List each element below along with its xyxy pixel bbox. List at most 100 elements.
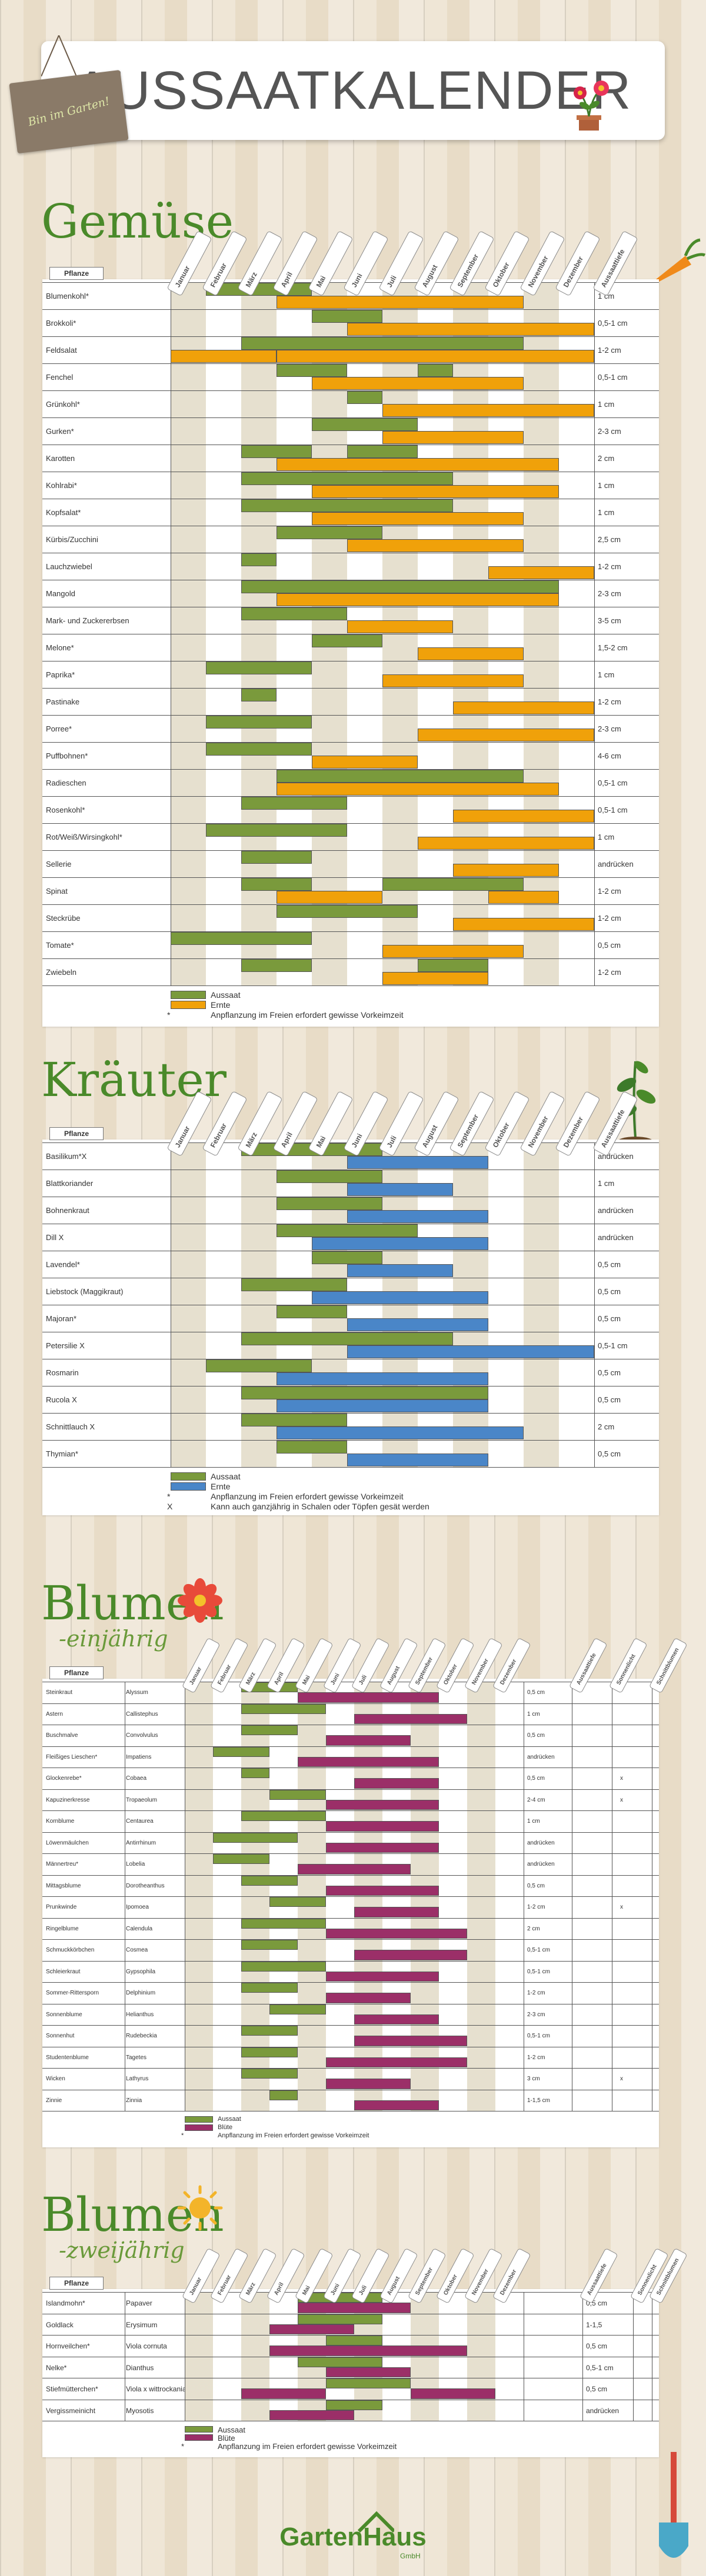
sowing-bar xyxy=(206,716,312,729)
plant-latin: Zinnia xyxy=(126,2097,142,2104)
plant-name: Basilikum*X xyxy=(46,1152,87,1161)
plant-latin: Impatiens xyxy=(126,1753,152,1760)
plant-name: Kopfsalat* xyxy=(46,508,81,517)
row-divider xyxy=(42,1960,659,1962)
sowing-depth: 1 cm xyxy=(598,1179,615,1188)
row-divider xyxy=(42,850,659,851)
harvest-bar xyxy=(453,918,594,931)
row-divider xyxy=(42,2335,659,2336)
section-subtitle-einjaehrig: -einjährig xyxy=(59,1626,168,1652)
sowing-bar xyxy=(241,1332,453,1345)
harvest-bar xyxy=(347,1454,488,1466)
bloom-bar xyxy=(326,2057,467,2067)
harvest-bar xyxy=(277,1372,488,1385)
harvest-bar xyxy=(347,620,453,633)
plant-latin: Delphinium xyxy=(126,1990,156,1996)
sowing-bar xyxy=(241,1918,326,1929)
plant-latin: Cobaea xyxy=(126,1775,147,1782)
plant-latin: Callistephus xyxy=(126,1710,158,1718)
sowing-depth: 2 cm xyxy=(598,454,615,463)
sowing-depth: 2-3 cm xyxy=(527,2011,545,2018)
sowing-bar xyxy=(277,1170,382,1183)
harvest-bar xyxy=(347,1183,453,1196)
bloom-bar xyxy=(298,1692,439,1703)
plant-latin: Rudebeckia xyxy=(126,2033,157,2039)
bloom-bar xyxy=(326,2079,411,2089)
plant-latin: Viola x wittrockania xyxy=(126,2385,185,2393)
sowing-bar xyxy=(241,2026,298,2036)
sowing-depth: andrücken xyxy=(598,1206,634,1215)
sun-mark xyxy=(620,1748,632,1768)
sowing-bar xyxy=(312,310,382,323)
sun-mark: x xyxy=(620,1904,623,1910)
legend-label: Aussaat xyxy=(211,1472,241,1481)
plant-latin: Erysimum xyxy=(126,2320,158,2329)
sowing-bar xyxy=(241,959,312,972)
row-divider xyxy=(42,823,659,824)
legend-note-mark: * xyxy=(167,1492,171,1501)
plant-name: Zwiebeln xyxy=(46,968,77,977)
legend-label: Blüte xyxy=(218,2124,233,2131)
sowing-depth: 0,5-1 cm xyxy=(598,319,628,328)
harvest-bar xyxy=(382,404,594,417)
sowing-depth: 1 cm xyxy=(598,833,615,841)
row-divider xyxy=(42,1789,659,1790)
legend-label: Ernte xyxy=(211,1000,231,1010)
row-divider xyxy=(42,715,659,716)
harvest-bar xyxy=(453,864,559,877)
flower-pot-icon xyxy=(574,81,609,131)
legend-label: Kann auch ganzjährig in Schalen oder Töp… xyxy=(211,1502,429,1511)
plant-name: Liebstock (Maggikraut) xyxy=(46,1287,124,1296)
legend-swatch xyxy=(185,2124,213,2131)
row-divider xyxy=(42,2292,659,2293)
plant-name: Sonnenblume xyxy=(46,2011,82,2018)
sowing-depth: 0,5-1 cm xyxy=(598,1341,628,1350)
legend-swatch xyxy=(185,2116,213,2123)
sowing-bar xyxy=(241,1961,326,1972)
legend-label: Anpflanzung im Freien erfordert gewisse … xyxy=(211,1492,404,1501)
row-divider xyxy=(42,931,659,932)
sowing-depth: 0,5 cm xyxy=(598,1314,621,1323)
plant-name: Schleierkraut xyxy=(46,1968,81,1975)
sowing-bar xyxy=(298,2314,382,2324)
column-divider xyxy=(594,1142,595,1467)
bloom-bar xyxy=(326,2367,411,2377)
bloom-bar xyxy=(354,1907,439,1917)
sun-mark: x xyxy=(620,1775,623,1782)
sun-mark xyxy=(620,1833,632,1854)
bloom-bar xyxy=(354,1778,439,1789)
plant-name: Mittagsblume xyxy=(46,1882,81,1889)
sowing-depth: 2 cm xyxy=(527,1925,540,1932)
sowing-bar xyxy=(171,932,312,945)
sowing-bar xyxy=(241,1983,298,1993)
plant-latin: Tropaeolum xyxy=(126,1796,157,1803)
plant-name: Majoran* xyxy=(46,1314,77,1323)
sowing-bar xyxy=(241,499,453,512)
sowing-depth: 1,5-2 cm xyxy=(598,643,628,652)
row-divider xyxy=(42,390,659,391)
sun-mark xyxy=(620,1962,632,1983)
plant-name: Rot/Weiß/Wirsingkohl* xyxy=(46,833,122,841)
plant-name: Rosenkohl* xyxy=(46,806,85,814)
harvest-bar xyxy=(453,810,594,823)
plant-name: Feldsalat xyxy=(46,346,77,355)
row-divider xyxy=(42,2025,659,2026)
sowing-bar xyxy=(241,1940,298,1950)
legend-swatch xyxy=(185,2426,213,2433)
sowing-depth: 0,5 cm xyxy=(598,1368,621,1377)
harvest-bar xyxy=(347,1318,488,1331)
bloom-bar xyxy=(411,2388,495,2399)
plant-name: Tomate* xyxy=(46,941,74,950)
bloom-bar xyxy=(354,1713,467,1724)
bloom-bar xyxy=(354,2036,467,2046)
pflanze-header: Pflanze xyxy=(49,2277,104,2290)
sowing-bar xyxy=(347,391,382,404)
harvest-bar xyxy=(488,566,594,579)
legend-label: Blüte xyxy=(218,2434,235,2443)
sowing-depth: andrücken xyxy=(527,1861,555,1867)
sowing-bar xyxy=(213,1832,298,1843)
harvest-bar xyxy=(312,1291,488,1304)
plant-name: Grünkohl* xyxy=(46,400,80,409)
sign-string xyxy=(41,35,76,76)
